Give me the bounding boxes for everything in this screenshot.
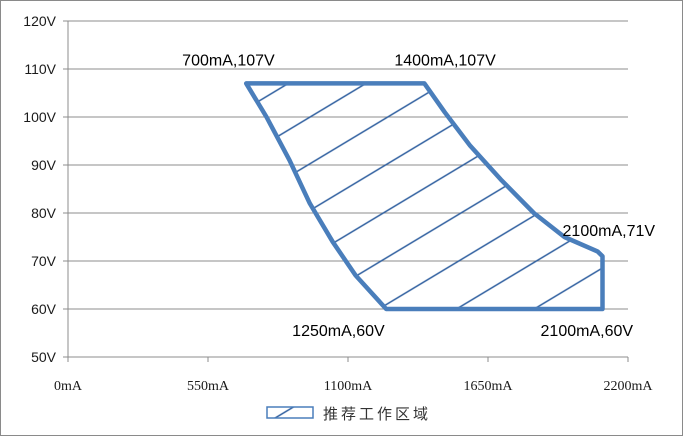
y-tick-label: 120V <box>23 13 56 29</box>
series-layer <box>243 81 605 312</box>
point-annotation: 2100mA,60V <box>541 323 634 340</box>
point-annotation: 1250mA,60V <box>292 323 385 340</box>
x-tick-label: 1650mA <box>464 379 514 394</box>
y-tick-label: 90V <box>31 157 57 173</box>
y-tick-label: 110V <box>24 61 56 77</box>
x-tick-label: 550mA <box>187 379 230 394</box>
point-annotation: 2100mA,71V <box>563 223 656 240</box>
axes: 50V 60V 70V 80V 90V 100V 110V 120V 0mA 550mA 1100m… <box>23 13 653 394</box>
recommended-region-area <box>243 81 605 312</box>
y-tick-label: 70V <box>31 253 57 269</box>
point-annotation: 700mA,107V <box>182 52 275 69</box>
x-tick-label: 2200mA <box>604 379 654 394</box>
y-tick-label: 50V <box>31 349 57 365</box>
legend: 推荐工作区域 <box>266 405 431 423</box>
y-tick-label: 60V <box>31 301 57 317</box>
y-tick-label: 100V <box>23 109 56 125</box>
point-annotation: 1400mA,107V <box>394 52 496 69</box>
x-tick-label: 0mA <box>54 379 83 394</box>
x-tick-label: 1100mA <box>324 379 373 394</box>
annotations: 700mA,107V 1400mA,107V 2100mA,71V 1250mA,60… <box>182 52 655 340</box>
legend-label: 推荐工作区域 <box>323 405 431 423</box>
y-tick-label: 80V <box>31 205 57 221</box>
legend-swatch <box>266 406 314 419</box>
